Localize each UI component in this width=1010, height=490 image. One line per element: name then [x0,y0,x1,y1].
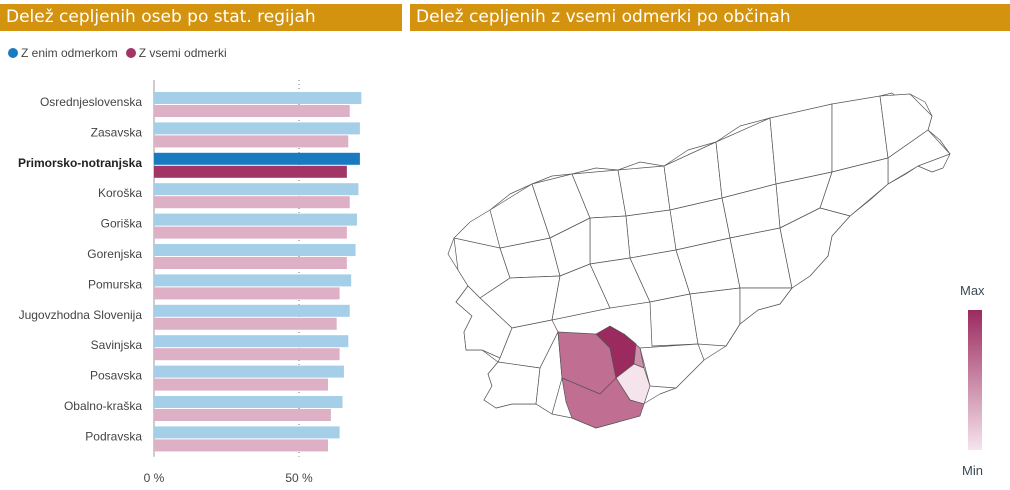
legend-label-all-doses: Z vsemi odmerki [138,46,227,60]
category-label: Primorsko-notranjska [18,156,142,170]
map-municipality [769,103,833,185]
map-municipality [483,361,541,409]
bar-all-doses [154,135,349,148]
bar-first-dose [154,244,356,256]
legend-dot-all-doses [125,48,136,58]
bar-first-dose [154,335,349,348]
bar-all-doses [154,439,328,452]
bar-all-doses [154,165,347,178]
bar-all-doses [154,226,347,239]
bar-first-dose [154,304,350,317]
category-label: Jugovzhodna Slovenija [19,308,143,322]
right-panel-title: Delež cepljenih z vsemi odmerki po občin… [410,4,1010,31]
map-municipality [779,207,851,289]
map-municipality [879,93,933,159]
map-municipality [649,293,699,347]
category-label: Savinjska [91,338,143,352]
map-municipality [535,331,563,415]
category-label: Obalno-kraška [64,399,142,413]
slovenia-municipality-map [447,92,951,429]
category-label: Goriška [101,217,143,231]
x-tick-label: 0 % [144,471,165,485]
bar-all-doses [154,196,350,209]
bar-first-dose [154,183,359,196]
category-label: Osrednjeslovenska [40,95,142,109]
category-label: Zasavska [91,125,143,139]
category-label: Gorenjska [87,247,142,261]
bar-first-dose [154,396,343,408]
legend-label-first-dose: Z enim odmerkom [21,46,118,60]
bar-all-doses [154,287,340,300]
bar-all-doses [154,378,328,391]
category-label: Koroška [98,186,142,200]
map-municipality [589,215,631,265]
bar-first-dose [154,213,357,226]
chart-legend: Z enim odmerkom Z vsemi odmerki [8,46,235,60]
map-municipality [617,165,671,217]
legend-item-all-doses[interactable]: Z vsemi odmerki [125,46,227,60]
legend-dot-first-dose [8,48,18,58]
map-municipality [689,287,741,347]
bar-first-dose [154,426,340,439]
region-bar-chart: Osrednjeslovenska Zasavska Primorsko-notra… [18,80,362,485]
bar-all-doses [154,348,340,361]
bar-first-dose [154,365,344,378]
scale-max-label: Max [960,283,985,298]
legend-item-first-dose[interactable]: Z enim odmerkom [8,46,118,60]
category-label: Pomurska [88,277,142,291]
bar-first-dose [154,92,362,104]
color-scale-bar [968,310,982,450]
map-municipality-highlight [561,377,645,429]
bar-all-doses [154,317,337,330]
bar-all-doses [154,105,350,117]
left-panel-title: Delež cepljenih oseb po stat. regijah [0,4,402,31]
category-label: Podravska [85,429,142,443]
map-municipality [739,287,793,325]
bar-first-dose [154,122,360,135]
bar-all-doses [154,409,331,421]
map-municipality [639,343,705,389]
category-label: Posavska [90,369,142,383]
x-tick-label: 50 % [285,471,313,485]
bar-first-dose [154,152,360,165]
scale-min-label: Min [962,463,983,478]
bar-first-dose [154,274,352,287]
map-municipality [625,209,677,259]
bar-all-doses [154,257,347,269]
